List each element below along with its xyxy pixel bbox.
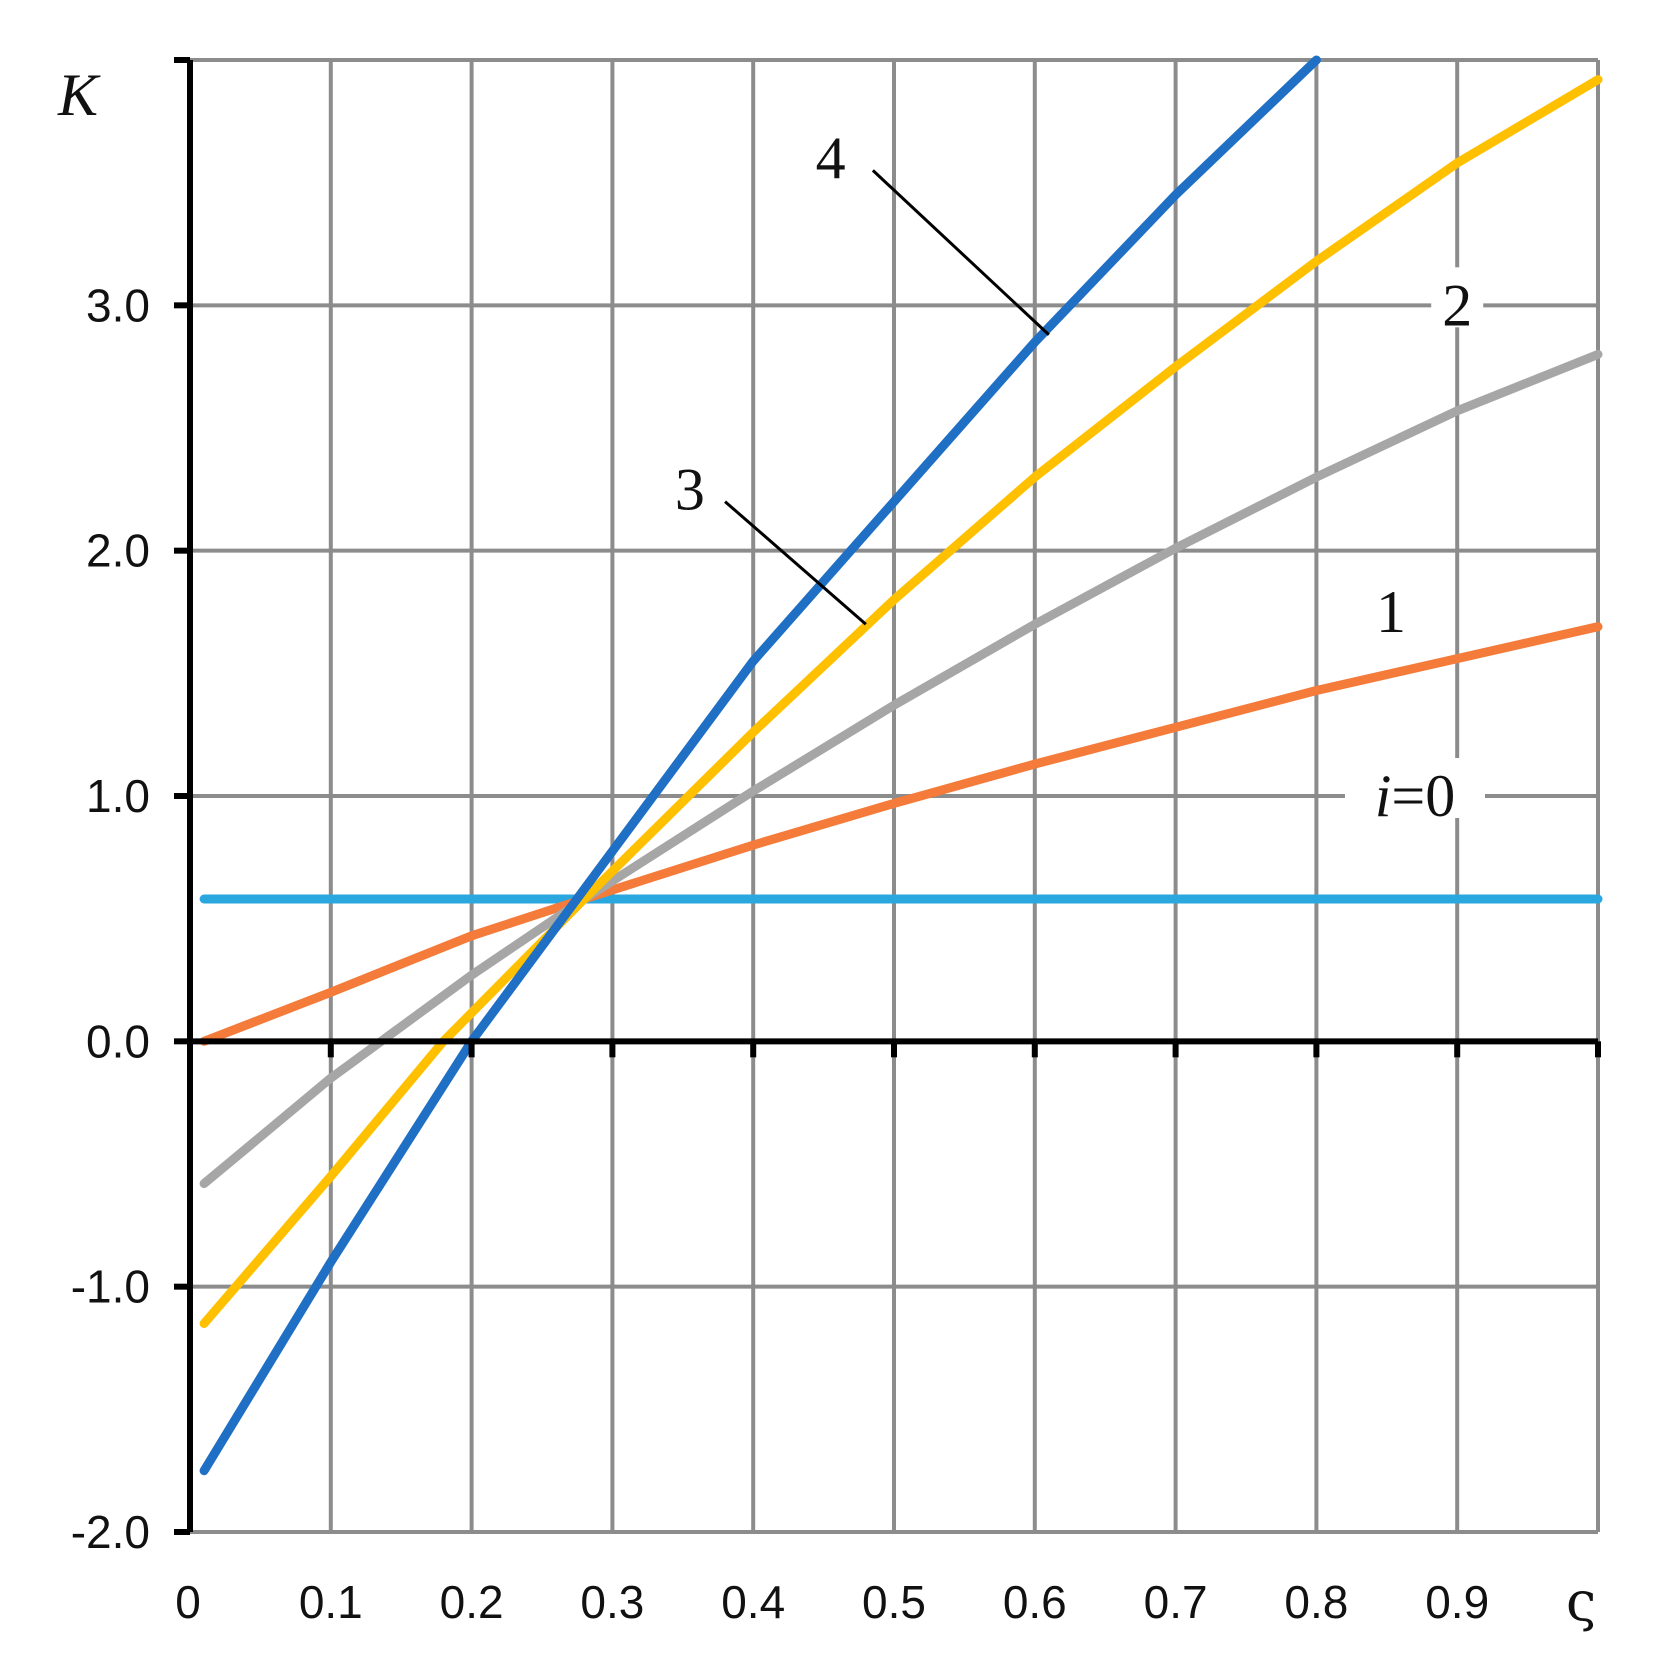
y-tick-label: 1.0 (86, 770, 150, 822)
leader-line (724, 500, 867, 626)
x-tick-label: 0 (175, 1576, 201, 1628)
curve-labels: i=0 1 2 3 4 (663, 120, 1485, 829)
series-lines (199, 55, 1603, 1476)
curve-label-bg (804, 120, 857, 181)
curve-label-bg (663, 451, 716, 512)
x-axis-label: ς (1566, 1570, 1596, 1633)
curve-label-bg (1365, 574, 1418, 634)
tick-labels: -2.0 -1.0 0.0 1.0 2.0 3.0 0 0.1 0.2 0.3 0.4 0.5 0.6 0… (71, 279, 1489, 1628)
y-tick-label: -1.0 (71, 1261, 150, 1313)
x-tick-label: 0.3 (580, 1576, 644, 1628)
x-tick-label: 0.7 (1144, 1576, 1208, 1628)
y-tick-label: 3.0 (86, 279, 150, 331)
axes (174, 57, 1601, 1535)
curve-label: 1 (1376, 579, 1406, 645)
x-tick-label: 0.1 (299, 1576, 363, 1628)
x-tick-label: 0.6 (1003, 1576, 1067, 1628)
x-tick-label: 0.5 (862, 1576, 926, 1628)
series-line-3 (199, 75, 1603, 1328)
series-line-1 (199, 622, 1603, 1046)
curve-label: 3 (675, 456, 705, 522)
y-tick-label: 2.0 (86, 525, 150, 577)
y-tick-label: -2.0 (71, 1506, 150, 1558)
curve-label-bg (1431, 267, 1484, 328)
x-tick-label: 0.4 (721, 1576, 785, 1628)
y-tick-label: 0.0 (86, 1015, 150, 1067)
series-line-4 (199, 55, 1321, 1476)
x-tick-label: 0.2 (440, 1576, 504, 1628)
curve-label: i=0 (1375, 763, 1456, 829)
leader-line (871, 169, 1050, 336)
x-tick-label: 0.8 (1284, 1576, 1348, 1628)
curve-label-bg (1344, 758, 1485, 818)
y-axis-label: K (57, 62, 101, 128)
curve-label: 2 (1442, 272, 1472, 338)
series-line-2 (199, 349, 1603, 1189)
x-tick-label: 0.9 (1425, 1576, 1489, 1628)
curve-label: 4 (816, 125, 846, 191)
